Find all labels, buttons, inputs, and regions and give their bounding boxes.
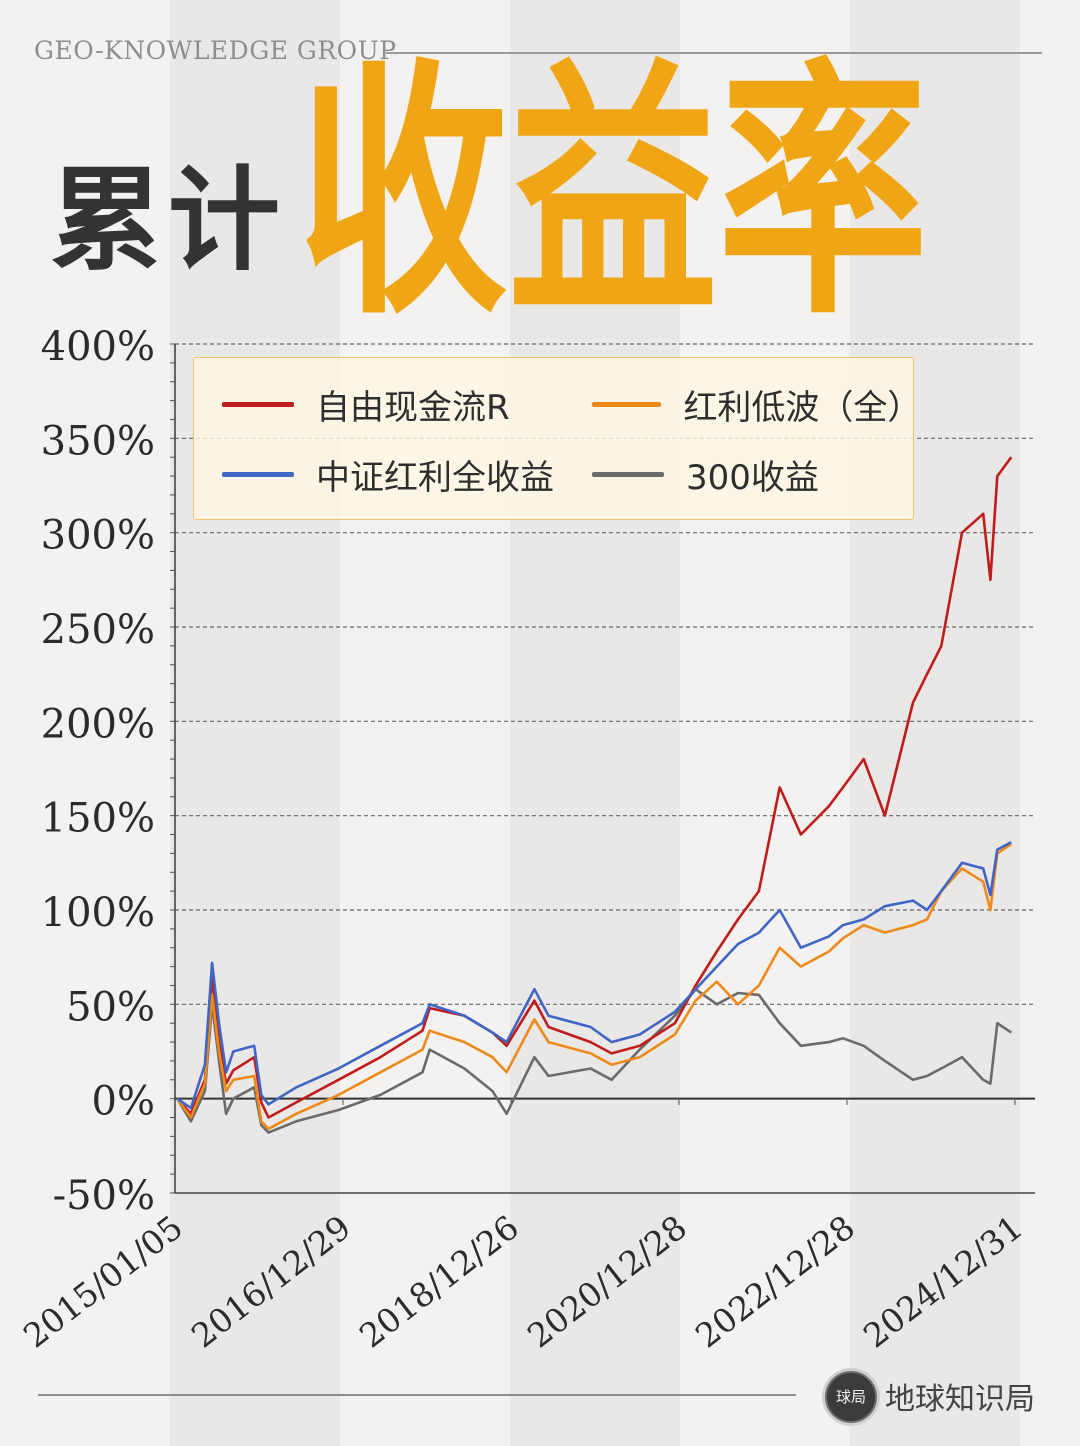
- series-line-csi300: [176, 987, 1013, 1134]
- series-lines: [176, 456, 1013, 1134]
- y-tick-label: 50%: [66, 984, 155, 1030]
- x-tick-label: 2024/12/31: [856, 1208, 1030, 1356]
- footer-rule: [38, 1394, 796, 1396]
- y-tick-label: 400%: [41, 324, 155, 370]
- series-line-low-vol: [176, 842, 1013, 1131]
- y-tick-label: -50%: [53, 1173, 155, 1219]
- legend-swatch-dividend: [222, 472, 294, 477]
- x-tick-label: 2015/01/05: [16, 1208, 190, 1356]
- y-tick-label: 150%: [41, 796, 155, 842]
- title-main: 收益率: [298, 36, 929, 351]
- y-tick-label: 200%: [41, 701, 155, 747]
- brand-label: GEO-KNOWLEDGE GROUP: [34, 36, 397, 65]
- y-tick-label: 250%: [41, 607, 155, 653]
- y-tick-label: 350%: [41, 418, 155, 464]
- axes: [170, 343, 1035, 1194]
- legend-item-csi300: 300收益: [592, 450, 819, 499]
- footer-brand-name: 地球知识局: [885, 1382, 1035, 1417]
- x-tick-label: 2022/12/28: [688, 1208, 862, 1356]
- legend-label-low-vol: 红利低波（全）: [683, 388, 922, 428]
- x-tick-label: 2018/12/26: [352, 1208, 526, 1356]
- y-tick-label: 0%: [92, 1079, 155, 1125]
- title-prefix: 累计: [50, 156, 286, 286]
- legend-swatch-csi300: [592, 472, 664, 477]
- legend: 自由现金流R 红利低波（全） 中证红利全收益 300收益: [193, 357, 922, 520]
- legend-item-dividend: 中证红利全收益: [222, 450, 554, 499]
- brand-rule: [386, 52, 1042, 54]
- legend-swatch-fcf: [222, 402, 294, 407]
- legend-item-fcf: 自由现金流R: [222, 380, 510, 429]
- grid-lines: [175, 343, 1035, 1005]
- legend-label-fcf: 自由现金流R: [316, 388, 510, 428]
- y-tick-label: 100%: [41, 890, 155, 936]
- legend-label-dividend: 中证红利全收益: [316, 458, 554, 498]
- legend-item-low-vol: 红利低波（全）: [592, 380, 922, 429]
- legend-label-csi300: 300收益: [686, 458, 819, 498]
- series-line-fcf: [176, 456, 1013, 1119]
- legend-swatch-low-vol: [592, 402, 662, 407]
- x-tick-label: 2016/12/29: [184, 1208, 358, 1356]
- x-tick-label: 2020/12/28: [520, 1208, 694, 1356]
- x-tick-labels: 2015/01/052016/12/292018/12/262020/12/28…: [16, 1208, 1030, 1356]
- y-tick-label: 300%: [41, 513, 155, 559]
- y-tick-labels: -50% 0% 50% 100% 150% 200% 250% 300% 350% 400%: [41, 324, 155, 1219]
- series-line-dividend: [176, 840, 1012, 1110]
- globe-logo-icon: 球局: [825, 1371, 877, 1423]
